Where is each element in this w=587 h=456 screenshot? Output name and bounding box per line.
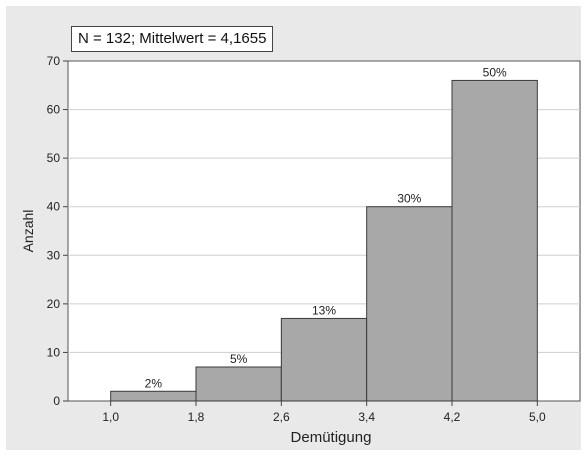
y-axis-title: Anzahl <box>20 210 36 253</box>
bar-data-label: 13% <box>312 303 336 317</box>
x-axis-ticks: 1,0 1,8 2,6 3,4 4,2 5,0 <box>102 401 546 424</box>
y-tick-label: 40 <box>47 200 61 214</box>
histogram-bar <box>110 390 197 402</box>
bar-data-label: 2% <box>145 376 163 390</box>
histogram-bar <box>195 366 282 402</box>
x-tick-label: 3,4 <box>358 410 375 424</box>
x-tick-label: 1,8 <box>188 410 205 424</box>
stats-annotation: N = 132; Mittelwert = 4,1655 <box>71 26 274 52</box>
histogram-bar <box>280 317 368 402</box>
histogram-bar <box>366 206 453 402</box>
histogram-bar <box>451 79 538 402</box>
x-tick-label: 1,0 <box>102 410 119 424</box>
bar-data-label: 30% <box>397 192 421 206</box>
y-axis-ticks: 0 10 20 30 40 50 60 70 <box>47 54 68 408</box>
histogram-chart: 2% 5% 13% 30% 50% 0 10 20 30 40 50 60 70 1,0 1,8 2,6 3… <box>20 54 581 446</box>
bar-data-label: 5% <box>230 352 248 366</box>
y-tick-label: 60 <box>47 103 61 117</box>
y-tick-label: 20 <box>47 297 61 311</box>
y-tick-label: 10 <box>47 345 61 359</box>
y-tick-label: 0 <box>53 394 60 408</box>
x-axis-title: Demütigung <box>291 429 372 446</box>
x-tick-label: 2,6 <box>273 410 290 424</box>
y-tick-label: 30 <box>47 248 61 262</box>
chart-figure: 2% 5% 13% 30% 50% 0 10 20 30 40 50 60 70 1,0 1,8 2,6 3… <box>6 6 581 450</box>
bar-data-label: 50% <box>483 65 507 79</box>
y-tick-label: 70 <box>47 54 61 68</box>
data-labels: 2% 5% 13% 30% 50% <box>145 65 507 390</box>
bars <box>110 79 538 402</box>
y-tick-label: 50 <box>47 151 61 165</box>
x-tick-label: 4,2 <box>444 410 461 424</box>
x-tick-label: 5,0 <box>529 410 546 424</box>
